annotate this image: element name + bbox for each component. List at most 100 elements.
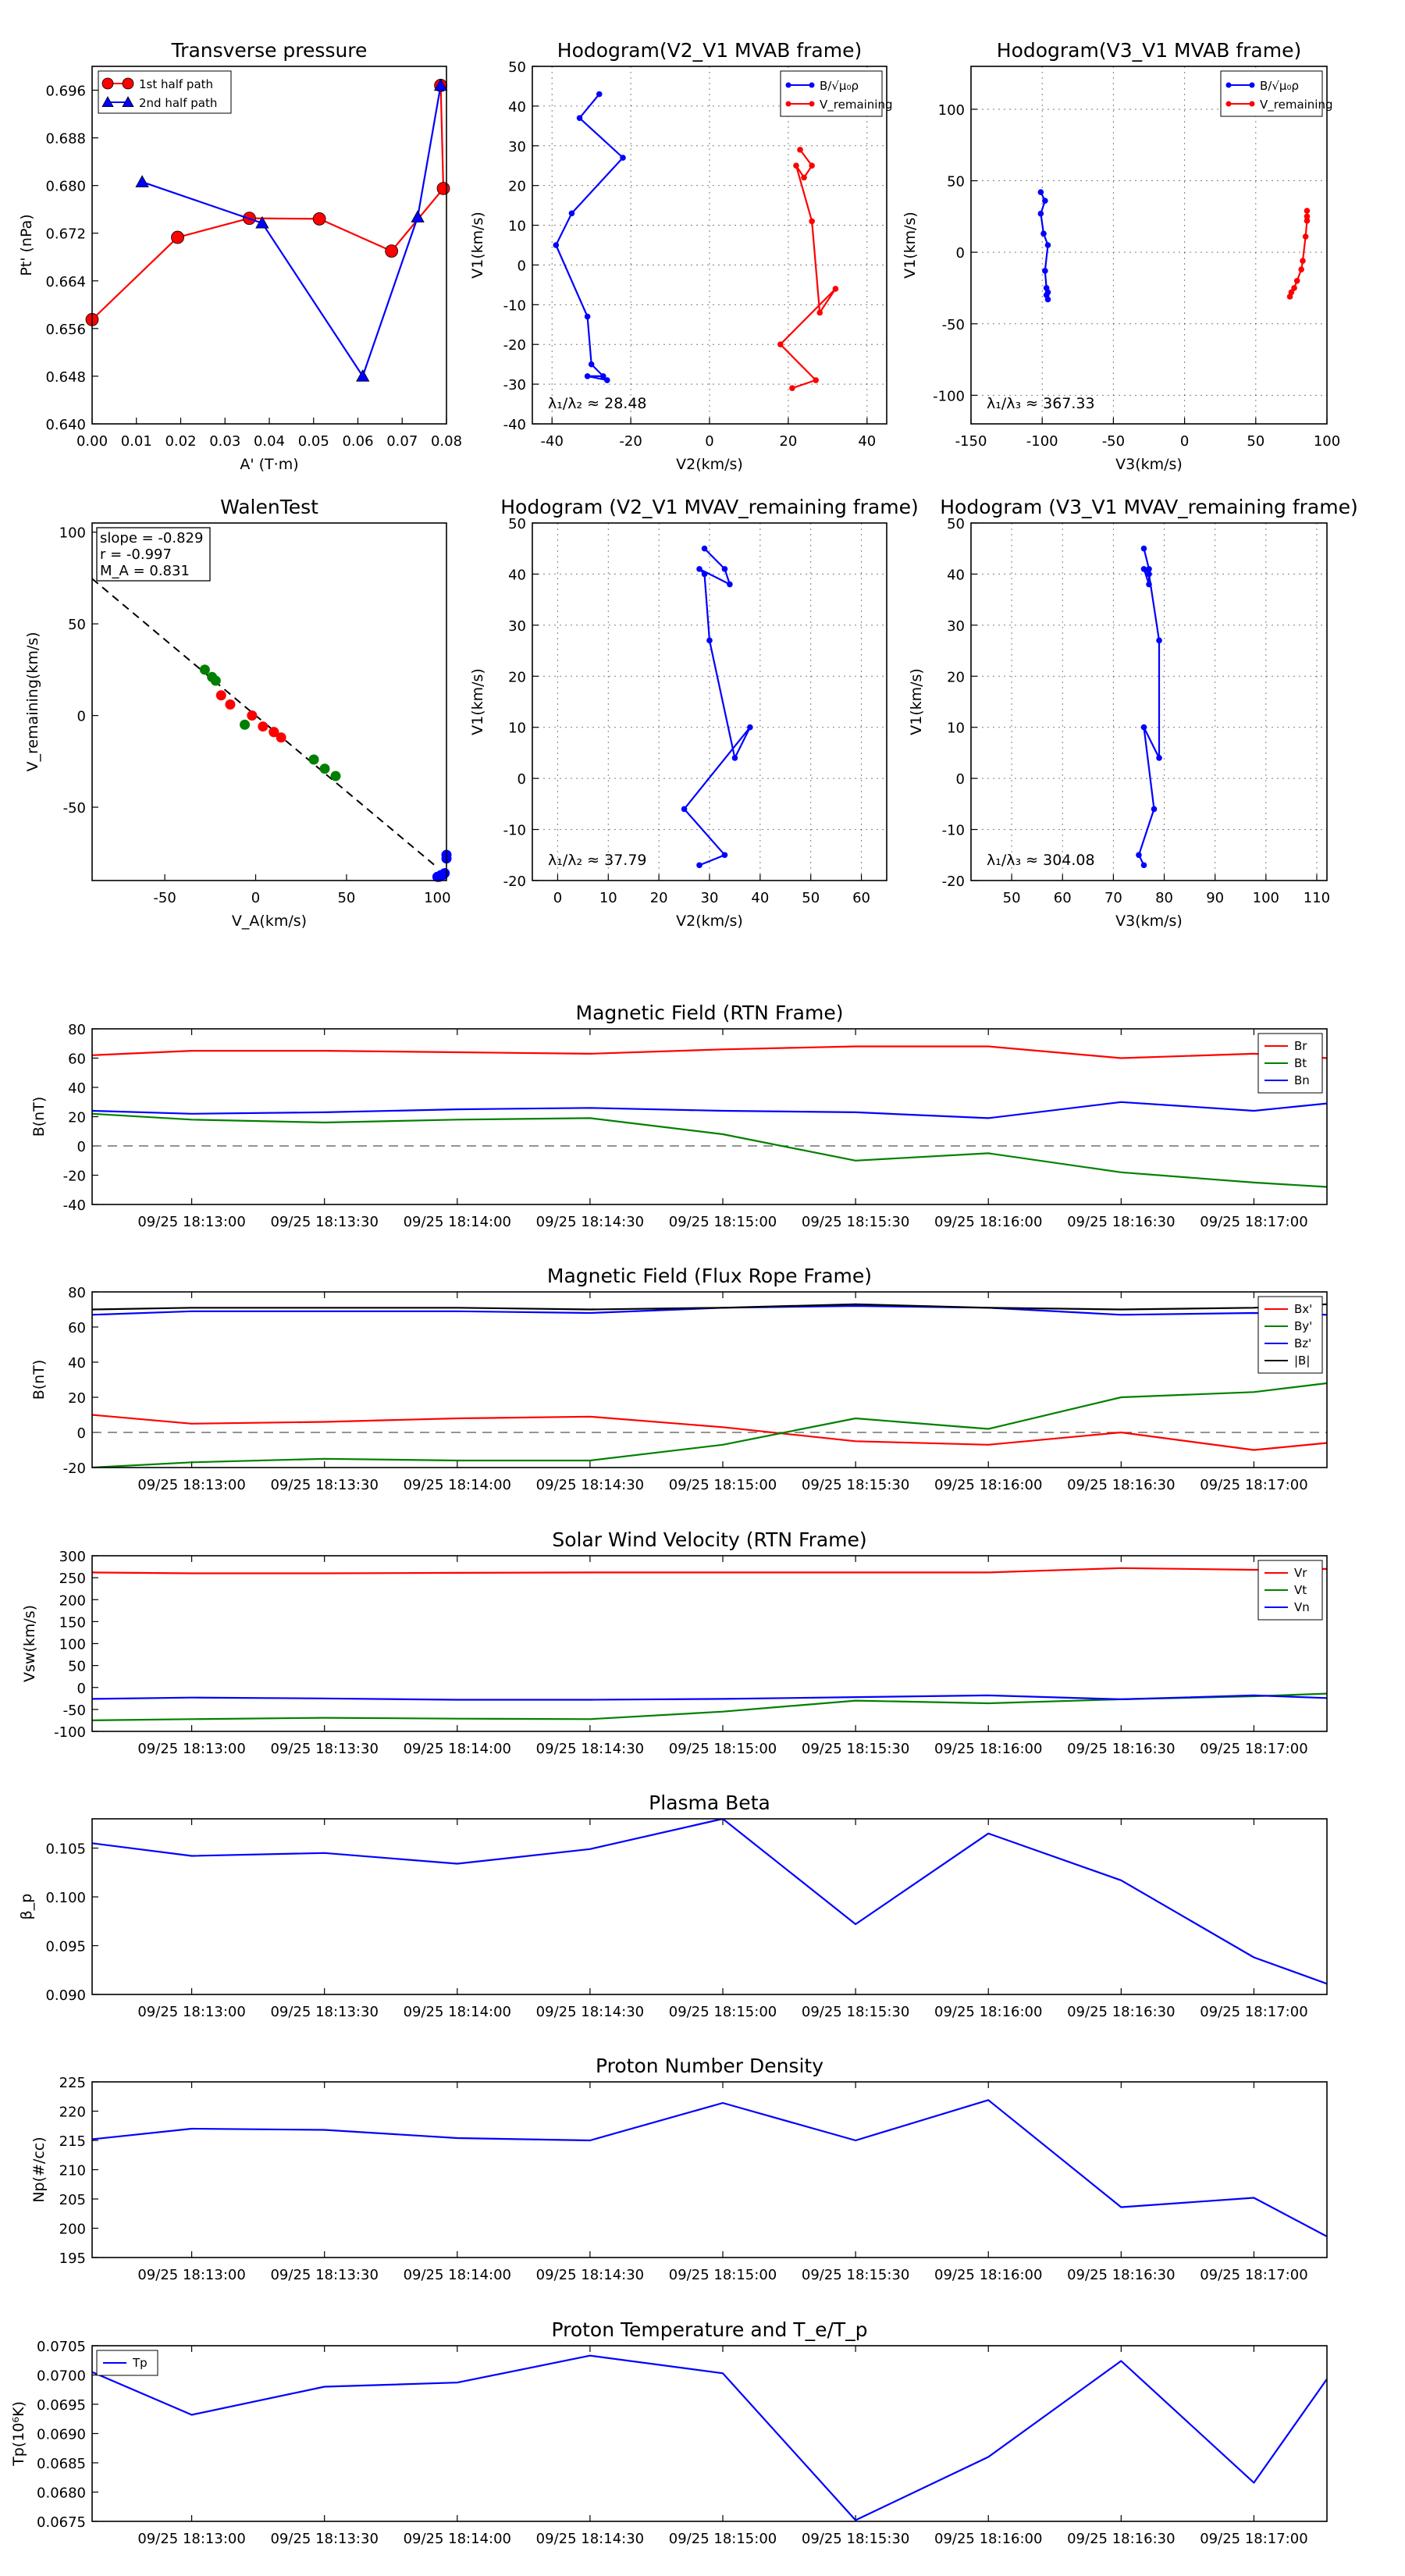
walen-point	[199, 664, 210, 675]
hv2b-legend-label: B/√μ₀ρ	[820, 79, 859, 93]
hv3r-xtick-label: 70	[1104, 890, 1122, 906]
mag_rtn-xtick-label: 09/25 18:16:30	[1067, 1214, 1175, 1230]
np-xtick-label: 09/25 18:14:30	[536, 2267, 644, 2283]
np-xtick-label: 09/25 18:14:00	[404, 2267, 511, 2283]
walen-point	[258, 721, 269, 732]
np-ytick-label: 220	[59, 2105, 86, 2121]
tp-series-0-point	[436, 182, 450, 195]
hv3r-ytick-label: 40	[947, 567, 965, 583]
hv3b-xtick-label: -50	[1102, 433, 1125, 450]
mag_rtn-legend-label: Bn	[1294, 1073, 1310, 1087]
mag_rtn-plot-area	[92, 1045, 1327, 1188]
hv2b-series-1-point	[809, 218, 815, 225]
hv3b-series-1-point	[1293, 278, 1300, 284]
tp_temp-panel: Proton Temperature and T_e/T_p 0.0675 0.06…	[10, 2318, 1328, 2547]
beta-panel: Plasma Beta 0.090 0.095 0.100 0.105 09/25 18:…	[18, 1791, 1328, 2020]
mag_rtn-panel: Magnetic Field (RTN Frame) -40 -20 0 20 40 60 8…	[30, 1002, 1328, 1230]
hv3r-xlabel: V3(km/s)	[1115, 913, 1183, 930]
vsw-ytick-label: 150	[59, 1614, 86, 1631]
hv3b-series-1-line	[1289, 211, 1308, 297]
hv3r-xtick-label: 60	[1054, 890, 1072, 906]
vsw-ytick-label: 0	[77, 1681, 86, 1697]
tp_temp-ytick-label: 0.0685	[37, 2456, 86, 2472]
hv3r-ytick-label: -10	[942, 823, 965, 839]
walen-point	[240, 719, 251, 730]
vsw-xtick-label: 09/25 18:14:00	[404, 1741, 511, 1757]
mag_fr-xtick-label: 09/25 18:16:00	[934, 1477, 1042, 1493]
hv3b-frame	[970, 66, 1328, 425]
hv3b-series-0-point	[1037, 210, 1044, 217]
np-xtick-label: 09/25 18:15:00	[669, 2267, 777, 2283]
hv2r-series-0-point	[701, 545, 708, 552]
hv2b-xtick-label: 0	[705, 433, 713, 450]
mag_rtn-ytick-label: 40	[68, 1080, 86, 1097]
tp-series-1-point	[433, 78, 448, 91]
mag_rtn-xtick-label: 09/25 18:13:30	[270, 1214, 378, 1230]
tp-xtick-label: 0.03	[209, 433, 240, 450]
hv3r-frame	[970, 522, 1328, 881]
hv2b-ytick-label: 20	[508, 179, 526, 195]
mag_rtn-ytick-label: 20	[68, 1110, 86, 1126]
hv2b-ytick-label: 30	[508, 139, 526, 155]
mag_rtn-ytick-label: -20	[63, 1169, 86, 1185]
hv2b-xtick-label: 40	[858, 433, 876, 450]
walen-panel: WalenTest -50 0 50 100 -50 0 50 100 V_A(km/s) V_re…	[24, 496, 452, 930]
tp-ytick-label: 0.672	[45, 226, 86, 243]
tp_temp-ytick-label: 0.0705	[37, 2339, 86, 2355]
hv2r-series-0-point	[696, 862, 702, 869]
hv3b-series-0-point	[1042, 268, 1048, 274]
mag_rtn-xtick-label: 09/25 18:14:30	[536, 1214, 644, 1230]
hv3r-panel: Hodogram (V3_V1 MVAV_remaining frame) -20…	[908, 496, 1358, 930]
mag_rtn-xtick-label: 09/25 18:13:00	[137, 1214, 245, 1230]
walen-xlabel: V_A(km/s)	[232, 913, 307, 930]
mag_fr-xtick-label: 09/25 18:13:00	[137, 1477, 245, 1493]
tp-xtick-label: 0.05	[298, 433, 329, 450]
tp-xtick-label: 0.04	[254, 433, 285, 450]
tp-ytick-label: 0.664	[45, 274, 86, 290]
tp-panel: Transverse pressure 0.640 0.648 0.656 0.664 0…	[18, 39, 462, 473]
hv3b-ytick-label: 0	[956, 245, 965, 262]
hv2r-series-0-point	[706, 637, 713, 644]
hv2b-ytick-label: -30	[503, 377, 526, 393]
hv2r-series-0-point	[731, 755, 738, 761]
hv2r-frame	[532, 522, 887, 881]
hv2b-ytick-label: 50	[508, 59, 526, 76]
hv2r-panel: Hodogram (V2_V1 MVAV_remaining frame) -20…	[469, 496, 919, 930]
hv3r-series-0-point	[1140, 862, 1147, 869]
hv2r-series-0-point	[721, 566, 728, 572]
mag_rtn-ytick-label: -40	[63, 1197, 86, 1214]
tp_temp-xtick-label: 09/25 18:14:30	[536, 2531, 644, 2547]
hv3b-ytick-label: 50	[947, 174, 965, 190]
mag_fr-xtick-label: 09/25 18:15:30	[802, 1477, 909, 1493]
hv2b-series-0-point	[584, 313, 591, 320]
walen-title: WalenTest	[220, 496, 318, 518]
hv2b-series-0-point	[588, 361, 595, 368]
hv3b-ytick-label: -50	[942, 317, 965, 333]
hv3b-xtick-label: 0	[1180, 433, 1189, 450]
mag_fr-ylabel: B(nT)	[30, 1360, 48, 1400]
hv3b-legend-label: V_remaining	[1260, 98, 1333, 112]
hv3r-xtick-label: 110	[1304, 890, 1330, 906]
vsw-series-0-line	[92, 1567, 1327, 1574]
hv2b-xtick-label: -20	[619, 433, 642, 450]
tp_temp-xtick-label: 09/25 18:13:00	[137, 2531, 245, 2547]
vsw-frame	[91, 1555, 1328, 1732]
beta-frame	[91, 1818, 1328, 1995]
np-title: Proton Number Density	[596, 2055, 823, 2077]
beta-xtick-label: 09/25 18:16:00	[934, 2004, 1042, 2020]
hv2r-ratio-annotation: λ₁/λ₂ ≈ 37.79	[548, 852, 647, 869]
hv3r-series-0-point	[1156, 637, 1162, 644]
mag_fr-series-0-line	[92, 1414, 1327, 1451]
tp-xlabel: A' (T·m)	[240, 456, 298, 473]
vsw-xtick-label: 09/25 18:16:30	[1067, 1741, 1175, 1757]
beta-plot-area	[92, 1819, 1327, 1985]
hv2r-series-0-point	[701, 571, 708, 578]
hv3b-xlabel: V3(km/s)	[1115, 456, 1183, 473]
np-ytick-label: 215	[59, 2133, 86, 2150]
mag_fr-ytick-label: 20	[68, 1390, 86, 1407]
hv3b-series-1-point	[1304, 218, 1311, 224]
tp_temp-ytick-label: 0.0700	[37, 2368, 86, 2385]
np-frame	[91, 2081, 1328, 2258]
walen-xtick-label: 50	[337, 890, 355, 906]
